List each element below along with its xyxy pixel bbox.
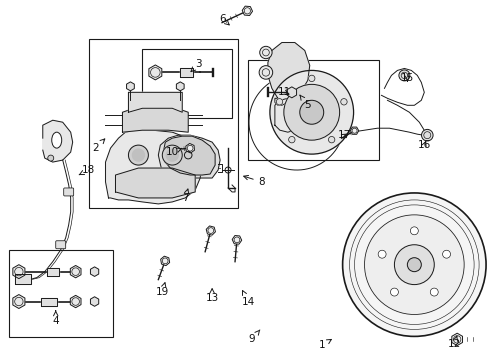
Text: 5: 5 (299, 95, 310, 110)
Polygon shape (42, 120, 73, 162)
Circle shape (442, 250, 449, 258)
Polygon shape (128, 92, 182, 112)
Circle shape (398, 70, 409, 81)
Circle shape (276, 99, 282, 105)
Circle shape (162, 145, 182, 165)
Circle shape (308, 75, 314, 82)
Polygon shape (47, 268, 59, 276)
Polygon shape (163, 136, 215, 175)
Ellipse shape (52, 132, 61, 148)
Circle shape (132, 149, 144, 161)
Circle shape (340, 99, 346, 105)
Polygon shape (41, 298, 57, 306)
Text: 11: 11 (278, 87, 291, 97)
Polygon shape (267, 42, 309, 105)
Circle shape (128, 145, 148, 165)
Text: 18: 18 (79, 165, 95, 175)
Polygon shape (122, 105, 188, 132)
Text: 8: 8 (243, 175, 264, 187)
Text: 7: 7 (182, 189, 188, 203)
Circle shape (409, 227, 417, 235)
Circle shape (166, 149, 178, 161)
FancyBboxPatch shape (56, 241, 65, 249)
Polygon shape (274, 98, 299, 132)
Circle shape (48, 155, 54, 161)
Circle shape (259, 46, 271, 59)
Text: 10: 10 (165, 147, 182, 157)
Text: 16: 16 (417, 140, 430, 150)
Bar (142, 49, 232, 118)
Circle shape (429, 288, 437, 296)
Circle shape (259, 66, 272, 79)
Polygon shape (180, 68, 193, 77)
Polygon shape (115, 168, 195, 198)
Bar (88, 39, 238, 208)
Circle shape (328, 136, 334, 143)
Text: 1: 1 (318, 339, 331, 350)
Circle shape (421, 129, 432, 141)
Text: 13: 13 (205, 289, 218, 302)
Text: 3: 3 (191, 59, 201, 72)
Text: 12: 12 (447, 336, 460, 349)
Circle shape (299, 100, 323, 124)
Text: 9: 9 (248, 330, 259, 345)
Text: 4: 4 (52, 311, 59, 327)
Text: 19: 19 (155, 283, 168, 297)
Text: 6: 6 (218, 14, 229, 25)
Text: 17: 17 (337, 130, 350, 140)
Text: 15: 15 (400, 73, 413, 84)
Circle shape (342, 193, 485, 336)
Circle shape (394, 245, 433, 285)
Circle shape (389, 288, 398, 296)
Polygon shape (105, 130, 202, 204)
Bar (9, 250, 112, 337)
Circle shape (288, 136, 294, 143)
Bar (247, 60, 379, 160)
Polygon shape (158, 135, 220, 178)
Text: 14: 14 (241, 291, 254, 306)
Circle shape (269, 71, 353, 154)
Text: 2: 2 (92, 139, 104, 153)
Circle shape (407, 258, 421, 272)
Circle shape (283, 84, 339, 140)
Polygon shape (15, 274, 31, 284)
Circle shape (364, 215, 463, 315)
Circle shape (377, 250, 386, 258)
FancyBboxPatch shape (63, 188, 74, 196)
